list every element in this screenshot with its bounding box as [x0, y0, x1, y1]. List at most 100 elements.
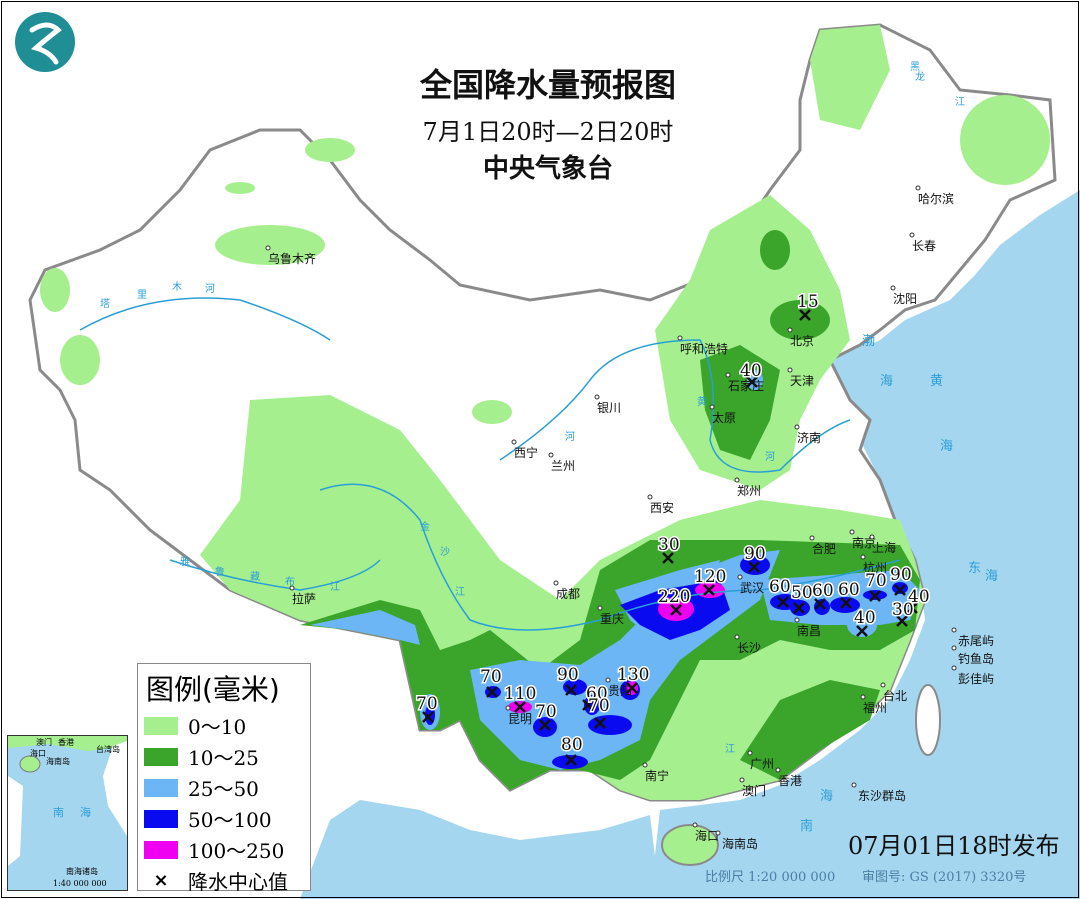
legend-swatch — [144, 809, 178, 828]
precip-center: 60 — [811, 580, 835, 610]
river-label: 黑 — [910, 61, 920, 73]
precip-value: 50 — [791, 583, 813, 603]
city-dot — [734, 477, 740, 483]
legend-label: 25～50 — [188, 777, 259, 801]
center-x-icon — [626, 682, 638, 694]
south-china-sea-inset: 澳门 香港 海口 海南岛 台湾岛 南 海 南海诸岛 1:40 000 000 — [7, 735, 128, 891]
map-title: 全国降水量预报图 — [419, 66, 676, 104]
river-label: 金 — [420, 520, 430, 533]
river-label: 沙 — [440, 546, 450, 558]
river-label: 江 — [725, 743, 735, 755]
precip-center: 70 — [479, 666, 503, 698]
city-dot — [594, 394, 600, 400]
city-dot — [794, 424, 800, 430]
city-label: 台北 — [883, 688, 907, 703]
center-x-icon — [777, 596, 789, 608]
city-dot — [677, 335, 683, 341]
precip-value: 70 — [416, 694, 438, 714]
precip-value: 110 — [504, 684, 536, 704]
city-dot — [692, 822, 698, 828]
city-label: 沈阳 — [893, 291, 917, 306]
city-dot — [747, 750, 753, 756]
city-label: 钓鱼岛 — [958, 651, 994, 666]
inset-label: 海南岛 — [46, 756, 70, 766]
sea-label: 东 — [968, 561, 981, 576]
city-label: 长春 — [912, 239, 936, 253]
city-dot — [725, 372, 731, 378]
river-label: 雅 — [180, 555, 190, 568]
precip-center: 60 — [768, 576, 792, 608]
city-label: 石家庄 — [728, 378, 764, 393]
legend-label: 10～25 — [188, 746, 259, 770]
inset-label: 澳门 — [36, 737, 52, 747]
precip-center: 60 — [582, 683, 609, 711]
forecast-period: 7月1日20时—2日20时 — [422, 118, 674, 146]
city-label: 福州 — [863, 700, 887, 715]
sea — [650, 190, 1080, 899]
legend-swatch — [144, 747, 178, 766]
sea-label: 黄 — [930, 374, 943, 389]
precip-value: 60 — [586, 684, 608, 704]
legend-item: 100～250 — [138, 834, 310, 865]
city-dot — [642, 762, 648, 768]
inset-label: 海 — [80, 805, 91, 819]
center-x-icon — [840, 597, 852, 609]
precip-value: 70 — [865, 571, 887, 591]
legend-label: 0～10 — [188, 715, 247, 739]
city-dot — [869, 534, 875, 540]
legend-swatch — [144, 716, 178, 735]
city-dot — [890, 285, 896, 291]
city-label: 呼和浩特 — [680, 341, 728, 356]
legend-title: 图例(毫米) — [146, 673, 280, 706]
city-dot — [597, 605, 603, 611]
precip-value: 70 — [535, 702, 557, 722]
river-label: 河 — [565, 431, 575, 443]
city-label: 昆明 — [508, 712, 532, 726]
precip-center: 130 — [616, 664, 651, 694]
center-x-icon — [670, 604, 682, 616]
precip-center: 40 — [853, 607, 877, 637]
precip-value: 80 — [561, 735, 583, 755]
sea-label: 海 — [880, 374, 893, 389]
city-label: 海口 — [695, 828, 719, 843]
center-x-icon — [894, 584, 906, 596]
rain-0-10 — [40, 25, 1050, 800]
river-label: 江 — [455, 586, 465, 598]
city-dot — [265, 245, 271, 251]
precip-value: 30 — [892, 600, 914, 620]
inset-label: 南 — [53, 806, 64, 819]
city-label: 杭州 — [863, 560, 887, 575]
precip-value: 60 — [812, 581, 834, 601]
city-label: 重庆 — [600, 612, 624, 626]
city-label: 南宁 — [645, 768, 669, 783]
inset-label: 南海诸岛 — [66, 866, 98, 876]
city-dot — [553, 580, 559, 586]
legend-label: 降水中心值 — [188, 870, 288, 894]
city-label: 郑州 — [737, 483, 761, 498]
center-x-icon — [814, 598, 826, 610]
center-x-icon — [486, 686, 498, 698]
precip-center: 30 — [657, 534, 681, 564]
legend-swatch — [144, 778, 178, 797]
city-dot — [951, 627, 957, 633]
city-dot — [951, 645, 957, 651]
sea-label: 海 — [820, 789, 833, 804]
inset-label: 海口 — [30, 748, 46, 758]
precip-center: 15 — [796, 291, 820, 321]
city-dot — [709, 404, 715, 410]
precip-value: 15 — [797, 292, 819, 312]
city-label: 兰州 — [551, 459, 575, 473]
city-dot — [734, 634, 740, 640]
city-dot — [915, 185, 921, 191]
city-label: 上海 — [872, 540, 896, 555]
city-dot — [794, 617, 800, 623]
river-label: 江 — [955, 96, 965, 108]
city-dot — [647, 494, 653, 500]
river-label: 藏 — [250, 571, 260, 583]
city-label: 北京 — [790, 334, 814, 348]
issuer: 中央气象台 — [482, 154, 613, 184]
river-label: 河 — [765, 451, 775, 463]
river-label: 塔 — [100, 297, 110, 310]
